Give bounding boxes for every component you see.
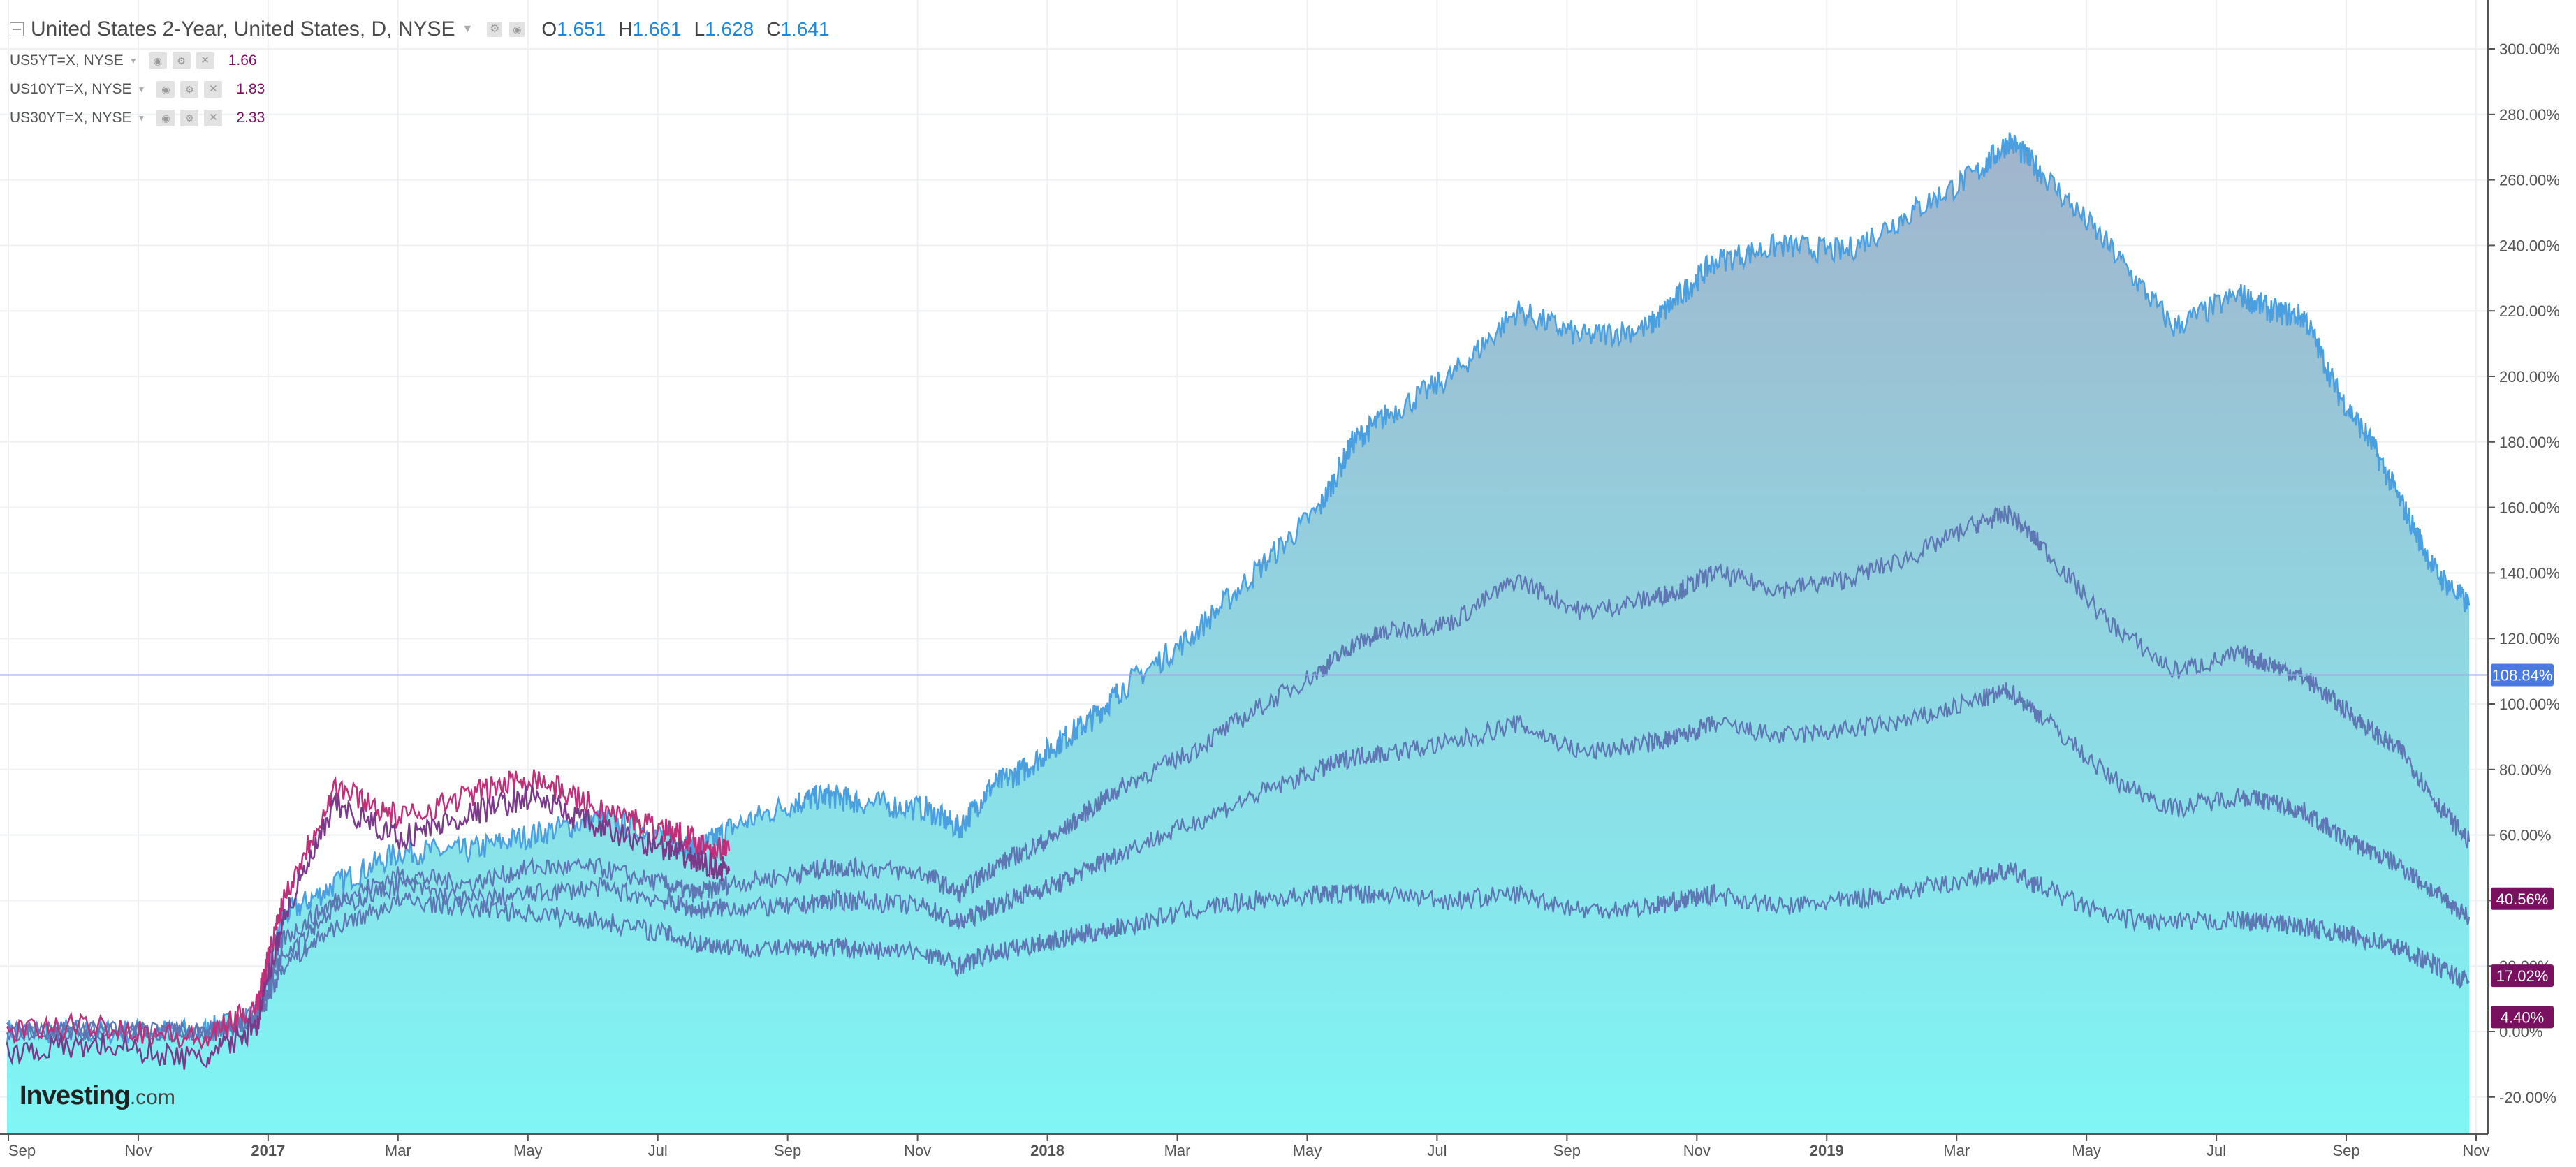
y-tick-label: 60.00% (2499, 827, 2552, 844)
y-tick-label: 180.00% (2499, 434, 2560, 451)
y-tick-label: -20.00% (2499, 1089, 2556, 1106)
area-fill-2y (7, 132, 2469, 1135)
y-tick-label: 120.00% (2499, 630, 2560, 647)
compare-series-name[interactable]: US30YT=X, NYSE (10, 110, 132, 126)
x-tick-label: Nov (1683, 1142, 1711, 1159)
last-value-badge: 17.02% (2491, 964, 2554, 988)
x-tick-label: 2019 (1810, 1142, 1844, 1159)
chevron-down-icon[interactable]: ▼ (137, 85, 146, 94)
x-tick-label: Sep (1553, 1142, 1581, 1159)
collapse-icon[interactable] (10, 22, 24, 36)
settings-icon[interactable]: ⚙ (180, 81, 199, 98)
x-tick-label: Sep (8, 1142, 36, 1159)
y-tick-label: 100.00% (2499, 696, 2560, 713)
last-value-label: 40.56% (2496, 890, 2549, 908)
y-tick-label: 300.00% (2499, 41, 2560, 58)
x-tick-label: Nov (904, 1142, 931, 1159)
x-tick-label: May (1293, 1142, 1322, 1159)
compare-series-value: 2.33 (236, 110, 265, 126)
settings-icon[interactable]: ⚙ (172, 52, 191, 69)
x-tick-label: 2017 (251, 1142, 285, 1159)
ohlc-close: C1.641 (766, 18, 830, 40)
last-value-label: 108.84% (2492, 667, 2553, 684)
main-series-title[interactable]: United States 2-Year, United States, D, … (31, 17, 455, 41)
chevron-down-icon[interactable]: ▼ (137, 113, 146, 123)
x-tick-label: Sep (774, 1142, 801, 1159)
ohlc-open: O1.651 (541, 18, 606, 40)
x-tick-label: Jul (648, 1142, 668, 1159)
ohlc-low: L1.628 (694, 18, 754, 40)
logo-suffix: .com (129, 1086, 175, 1109)
close-icon[interactable]: ✕ (196, 52, 214, 69)
last-value-badge: 4.40% (2491, 1006, 2554, 1029)
last-value-label: 17.02% (2496, 967, 2549, 985)
x-tick-label: Sep (2332, 1142, 2359, 1159)
eye-icon[interactable]: ◉ (509, 22, 525, 37)
x-tick-label: Mar (1943, 1142, 1970, 1159)
compare-line-early (6, 769, 731, 1050)
y-tick-label: 240.00% (2499, 237, 2560, 254)
settings-icon[interactable]: ⚙ (487, 22, 503, 37)
settings-icon[interactable]: ⚙ (180, 110, 199, 126)
y-tick-label: 80.00% (2499, 761, 2552, 779)
chevron-down-icon[interactable]: ▼ (129, 56, 138, 66)
compare-series-name[interactable]: US10YT=X, NYSE (10, 81, 132, 97)
series-line-us10yt (6, 682, 2471, 1043)
investing-logo: Investing.com (20, 1081, 175, 1111)
legend-compare-1: US5YT=X, NYSE ▼ ◉ ⚙ ✕ 1.66 (10, 50, 257, 71)
eye-icon[interactable]: ◉ (156, 81, 175, 98)
x-tick-label: Jul (2207, 1142, 2226, 1159)
compare-series-name[interactable]: US5YT=X, NYSE (10, 52, 124, 68)
last-value-badge: 108.84% (2491, 663, 2554, 687)
x-tick-label: Jul (1427, 1142, 1447, 1159)
x-tick-label: May (2072, 1142, 2101, 1159)
y-tick-label: 280.00% (2499, 106, 2560, 124)
x-tick-label: May (513, 1142, 543, 1159)
chevron-down-icon[interactable]: ▼ (462, 23, 474, 35)
series-line-us30yt (6, 861, 2470, 1043)
compare-series-value: 1.83 (236, 81, 265, 97)
compare-line-early (6, 785, 731, 1070)
compare-series-value: 1.66 (228, 52, 257, 68)
x-tick-label: 2018 (1030, 1142, 1064, 1159)
y-tick-label: 160.00% (2499, 499, 2560, 517)
last-value-badge: 40.56% (2491, 887, 2554, 910)
close-icon[interactable]: ✕ (204, 110, 223, 126)
y-tick-label: 140.00% (2499, 564, 2560, 582)
close-icon[interactable]: ✕ (204, 81, 223, 98)
last-value-label: 4.40% (2501, 1008, 2544, 1026)
y-tick-label: 200.00% (2499, 368, 2560, 386)
legend-compare-2: US10YT=X, NYSE ▼ ◉ ⚙ ✕ 1.83 (10, 79, 265, 100)
x-tick-label: Mar (1164, 1142, 1191, 1159)
legend-compare-3: US30YT=X, NYSE ▼ ◉ ⚙ ✕ 2.33 (10, 108, 265, 129)
eye-icon[interactable]: ◉ (156, 110, 175, 126)
legend-main: United States 2-Year, United States, D, … (10, 15, 830, 43)
x-tick-label: Mar (385, 1142, 411, 1159)
x-tick-label: Nov (124, 1142, 152, 1159)
eye-icon[interactable]: ◉ (148, 52, 167, 69)
x-tick-label: Nov (2462, 1142, 2489, 1159)
series-line-2y (6, 132, 2471, 1047)
ohlc-readout: O1.651 H1.661 L1.628 C1.641 (541, 18, 829, 41)
y-tick-label: 220.00% (2499, 302, 2560, 320)
y-tick-label: 260.00% (2499, 172, 2560, 189)
series-line-us5yt (6, 505, 2471, 1043)
logo-brand: Investing (20, 1081, 131, 1110)
ohlc-high: H1.661 (618, 18, 682, 40)
